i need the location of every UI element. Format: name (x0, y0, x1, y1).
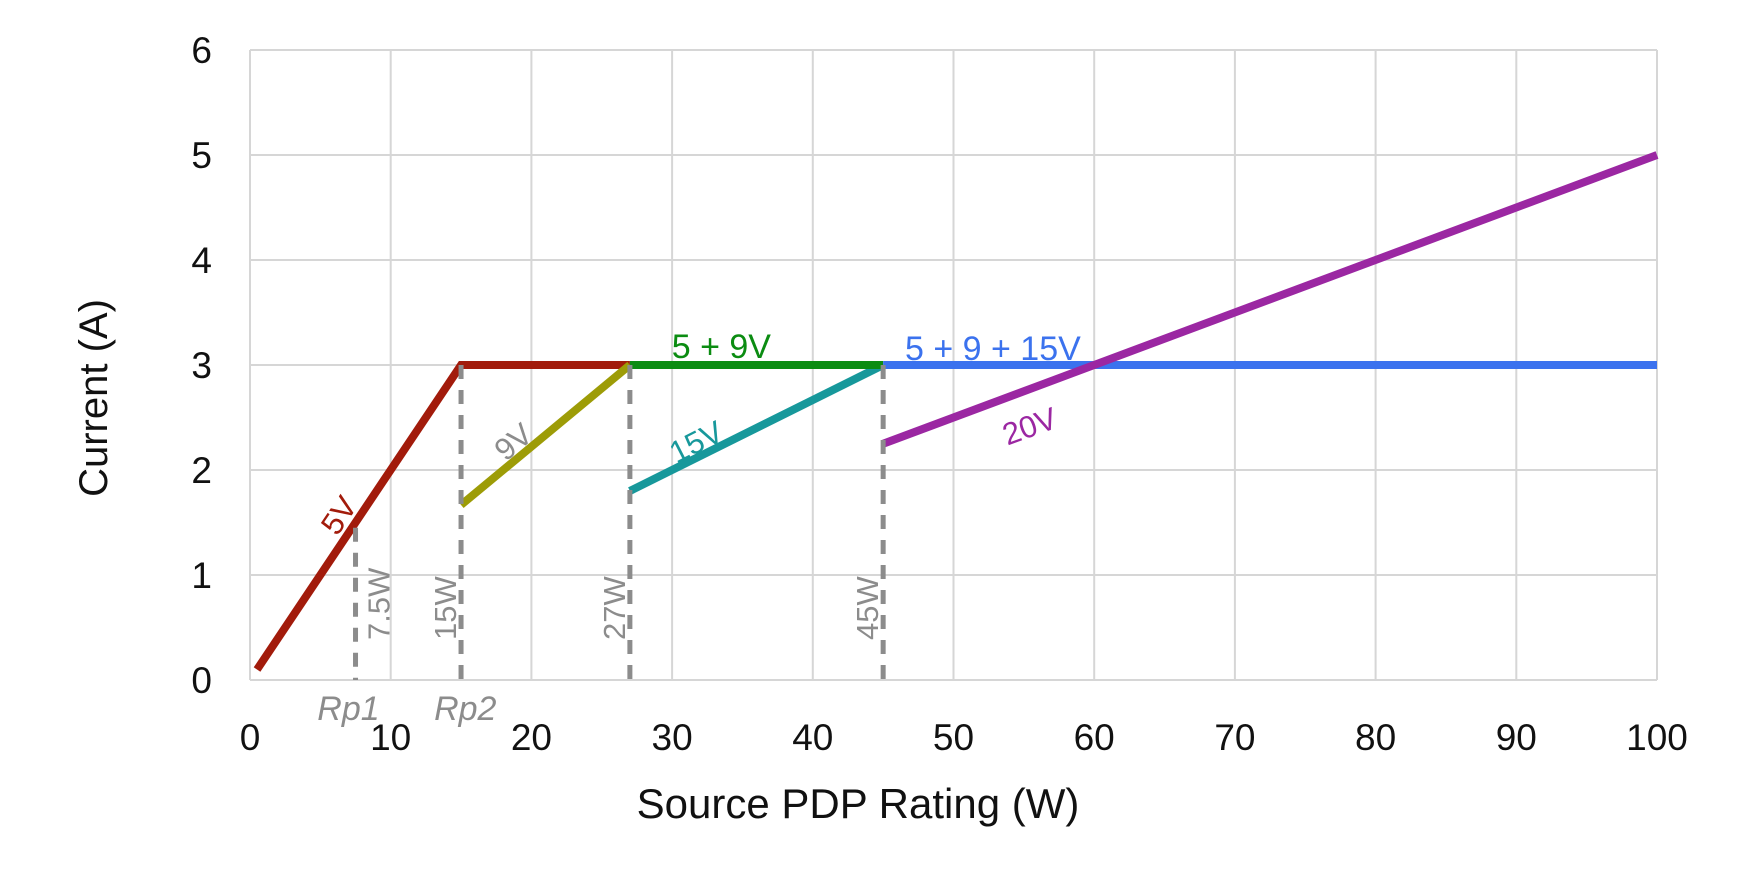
threshold-label-45w: 45W (850, 576, 885, 640)
x-tick-90: 90 (1496, 717, 1537, 758)
x-tick-30: 30 (652, 717, 693, 758)
series-line-9v (458, 361, 633, 509)
y-tick-5: 5 (191, 135, 212, 176)
x-tick-10: 10 (370, 717, 411, 758)
axis-annotations: Rp1 Rp2 (317, 690, 496, 728)
x-tick-20: 20 (511, 717, 552, 758)
threshold-labels: 7.5W 15W 27W 45W (362, 567, 886, 640)
series-line-20v (881, 151, 1659, 448)
y-tick-2: 2 (191, 450, 212, 491)
x-tick-50: 50 (933, 717, 974, 758)
x-tick-0: 0 (240, 717, 261, 758)
series-line-15v (628, 361, 885, 495)
threshold-label-27w: 27W (597, 576, 632, 640)
threshold-label-15w: 15W (428, 576, 463, 640)
axis-annotation-rp2: Rp2 (434, 690, 496, 728)
x-tick-70: 70 (1214, 717, 1255, 758)
y-tick-0: 0 (191, 660, 212, 701)
y-tick-4: 4 (191, 240, 212, 281)
threshold-label-7-5w: 7.5W (362, 567, 397, 640)
x-tick-80: 80 (1355, 717, 1396, 758)
series-label-5-9v: 5 + 9V (672, 328, 772, 366)
series-label-5-9-15v: 5 + 9 + 15V (905, 330, 1081, 368)
y-tick-1: 1 (191, 555, 212, 596)
threshold-lines (353, 365, 886, 680)
x-tick-100: 100 (1626, 717, 1688, 758)
axis-annotation-rp1: Rp1 (317, 690, 379, 728)
y-tick-3: 3 (191, 345, 212, 386)
series-lines (253, 151, 1659, 672)
y-tick-6: 6 (191, 30, 212, 71)
tick-labels: 0 10 20 30 40 50 60 70 80 90 100 0 1 2 3 4 5 6 (191, 30, 1687, 758)
y-axis-title: Current (A) (72, 299, 116, 497)
x-tick-60: 60 (1074, 717, 1115, 758)
x-tick-40: 40 (792, 717, 833, 758)
gridlines (249, 49, 1658, 681)
x-axis-title: Source PDP Rating (W) (637, 780, 1080, 827)
series-label-20v: 20V (998, 400, 1062, 452)
